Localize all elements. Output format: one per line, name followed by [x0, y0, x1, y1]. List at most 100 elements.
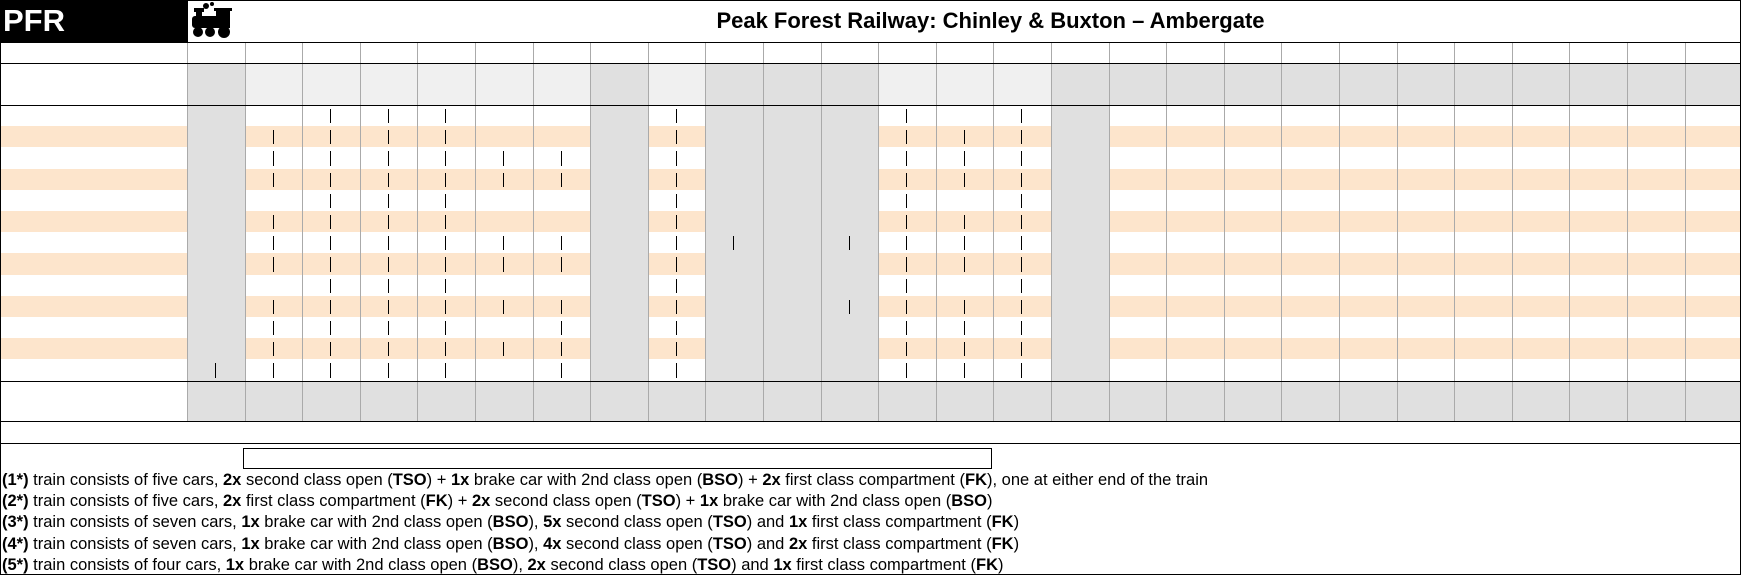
bold-term: 2x — [223, 491, 242, 510]
pass-through-mark — [906, 321, 908, 336]
note-text: ), — [528, 513, 544, 532]
pass-through-mark — [1021, 130, 1023, 145]
train-type-note: (3*) train consists of seven cars, 1x br… — [2, 513, 1019, 532]
steam-locomotive-icon — [190, 2, 236, 40]
pass-through-mark — [387, 130, 389, 145]
column-divider — [878, 42, 880, 421]
note-text: ) and — [746, 534, 789, 553]
row-divider — [0, 105, 1741, 106]
column-divider — [244, 42, 246, 421]
pass-through-mark — [445, 151, 447, 166]
pass-through-mark — [675, 109, 677, 124]
bold-term: 2x — [471, 491, 491, 510]
note-text: ) and — [746, 513, 789, 532]
bold-term: 1x — [699, 491, 719, 510]
pass-through-mark — [906, 130, 908, 145]
bold-term: (1*) — [2, 470, 29, 489]
pass-through-mark — [963, 215, 965, 230]
note-text: brake car with 2nd class open ( — [259, 513, 493, 532]
column-divider — [1108, 42, 1110, 421]
pass-through-mark — [906, 278, 908, 293]
pass-through-mark — [330, 363, 332, 378]
pass-through-mark — [387, 109, 389, 124]
pass-through-mark — [963, 321, 965, 336]
pass-through-mark — [963, 257, 965, 272]
pass-through-mark — [1021, 299, 1023, 314]
note-text: ), — [528, 534, 544, 553]
bold-term: 2x — [223, 470, 242, 489]
pass-through-mark — [1021, 236, 1023, 251]
pass-through-mark — [560, 321, 562, 336]
column-divider — [1684, 42, 1686, 421]
pass-through-mark — [560, 299, 562, 314]
train-column-bg — [590, 105, 648, 381]
pass-through-mark — [445, 236, 447, 251]
pass-through-mark — [387, 342, 389, 357]
pass-through-mark — [1021, 321, 1023, 336]
pass-through-mark — [387, 215, 389, 230]
pass-through-mark — [963, 130, 965, 145]
note-text: ) — [986, 491, 993, 510]
bold-term: FK — [975, 555, 998, 574]
bold-term: FK — [991, 534, 1014, 553]
note-text: brake car with 2nd class open ( — [259, 534, 493, 553]
note-text: ) — [997, 555, 1004, 574]
note-text: train consists of four cars, — [28, 555, 226, 574]
pass-through-mark — [1021, 193, 1023, 208]
pass-through-mark — [906, 109, 908, 124]
pass-through-mark — [560, 342, 562, 357]
pass-through-mark — [330, 215, 332, 230]
pass-through-mark — [963, 299, 965, 314]
pass-through-mark — [387, 193, 389, 208]
column-divider — [475, 42, 476, 421]
spawn-cell-bg — [935, 63, 994, 105]
bold-term: 4x — [543, 534, 562, 553]
pass-through-mark — [445, 130, 447, 145]
bold-term: BSO — [702, 470, 739, 489]
pass-through-mark — [330, 257, 332, 272]
spawn-cell-bg — [647, 63, 706, 105]
pass-through-mark — [675, 342, 677, 357]
pass-through-mark — [675, 257, 677, 272]
pass-through-mark — [675, 236, 677, 251]
bold-term: (2*) — [2, 491, 29, 510]
note-text: second class open ( — [561, 534, 713, 553]
column-divider — [359, 42, 361, 421]
train-type-note: (5*) train consists of four cars, 1x bra… — [2, 556, 1003, 575]
bold-term: (4*) — [2, 534, 29, 553]
note-text: ) and — [731, 555, 774, 574]
column-divider — [302, 42, 304, 421]
note-text: train consists of seven cars, — [28, 513, 242, 532]
bold-term: 2x — [527, 555, 546, 574]
pass-through-mark — [387, 321, 389, 336]
pass-through-mark — [963, 342, 965, 357]
bold-term: 1x — [788, 513, 808, 532]
frame-left — [0, 0, 1, 575]
pass-through-mark — [906, 172, 908, 187]
pass-through-mark — [733, 236, 735, 251]
note-text: second class open ( — [545, 555, 698, 574]
spawn-cell-bg — [475, 63, 533, 105]
train-column-bg — [187, 105, 245, 381]
info-note — [243, 447, 992, 469]
pass-through-mark — [445, 257, 447, 272]
column-divider — [1223, 42, 1225, 421]
column-divider — [187, 42, 188, 421]
bold-term: TSO — [712, 513, 747, 532]
note-text: brake car with 2nd class open ( — [244, 555, 478, 574]
pass-through-mark — [445, 342, 447, 357]
note-text: first class compartment ( — [791, 555, 976, 574]
pass-through-mark — [503, 299, 504, 314]
pass-through-mark — [330, 130, 332, 145]
page-title: Peak Forest Railway: Chinley & Buxton – … — [716, 8, 1265, 33]
train-column-bg — [763, 105, 821, 381]
note-text: brake car with 2nd class open ( — [718, 491, 952, 510]
pass-through-mark — [330, 342, 332, 357]
column-divider — [1627, 42, 1628, 421]
note-text: ) + — [426, 470, 451, 489]
column-divider — [590, 42, 592, 421]
note-text: train consists of five cars, — [28, 491, 223, 510]
pass-through-mark — [503, 172, 504, 187]
column-divider — [417, 42, 419, 421]
